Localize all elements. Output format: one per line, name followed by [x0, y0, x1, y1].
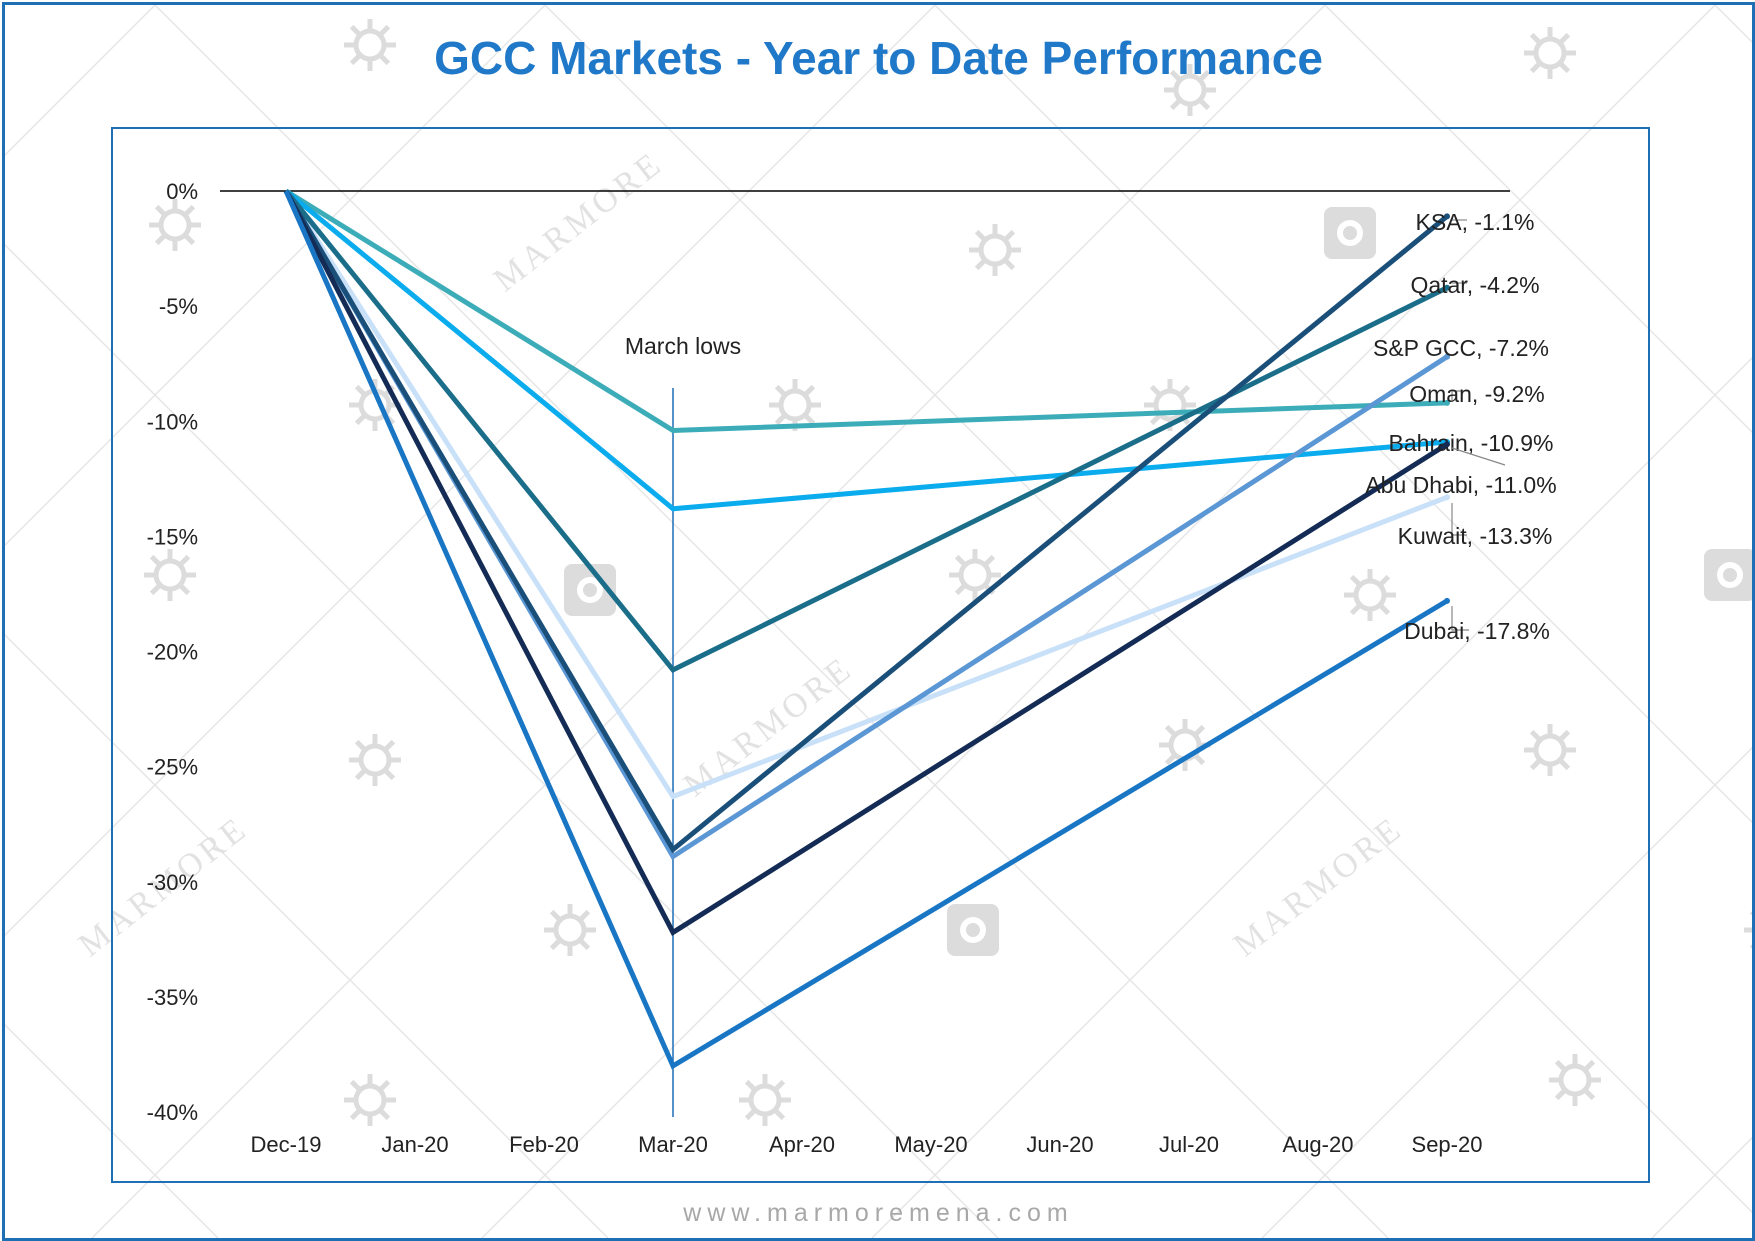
- series-line-abu-dhabi: [283, 189, 1449, 936]
- watermark-gear-icon: [149, 199, 201, 251]
- x-tick-label: Mar-20: [638, 1132, 708, 1157]
- series-end-label: Dubai, -17.8%: [1404, 618, 1550, 644]
- watermark-grid-line: [5, 5, 936, 937]
- watermark-grid-line: [481, 5, 1716, 1238]
- series-line-kuwait: [283, 189, 1448, 800]
- watermark-gear-icon: [344, 1074, 396, 1126]
- watermark-gear-icon: [349, 734, 401, 786]
- watermark-grid-line: [934, 5, 1752, 824]
- x-tick-label: Sep-20: [1412, 1132, 1483, 1157]
- series-end-marker: [1444, 353, 1450, 360]
- march-lows-label: March lows: [625, 333, 741, 359]
- watermark-grid-line: [5, 243, 999, 1238]
- series-end-label: Bahrain, -10.9%: [1389, 430, 1554, 456]
- watermark-grid-line: [5, 5, 546, 547]
- series-end-marker: [1444, 213, 1450, 220]
- watermark-gear-icon: [544, 904, 596, 956]
- x-tick-label: Jul-20: [1159, 1132, 1219, 1157]
- series-end-label: Oman, -9.2%: [1409, 381, 1545, 407]
- watermark-gear-icon: [1164, 64, 1216, 116]
- watermark-gear-icon: [949, 549, 1001, 601]
- y-tick-label: -25%: [147, 755, 198, 780]
- series-line-bahrain: [284, 189, 1448, 512]
- chart-title: GCC Markets - Year to Date Performance: [434, 32, 1323, 84]
- y-tick-label: -20%: [147, 640, 198, 665]
- watermark-lens-icon: [564, 564, 616, 616]
- series-line-oman: [284, 188, 1448, 433]
- plot-area-border: [111, 127, 1650, 1183]
- x-tick-label: Apr-20: [769, 1132, 835, 1157]
- watermark-grid-line: [871, 356, 1752, 1238]
- series-end-marker: [1444, 494, 1450, 501]
- watermark-gear-icon: [1549, 1054, 1601, 1106]
- x-tick-label: Feb-20: [509, 1132, 579, 1157]
- watermark-grid-line: [91, 5, 1326, 1238]
- watermark-lens-icon: [947, 904, 999, 956]
- x-tick-label: Jan-20: [381, 1132, 448, 1157]
- series-end-label: Kuwait, -13.3%: [1398, 523, 1553, 549]
- series-end-marker: [1444, 284, 1450, 291]
- watermark-gear-icon: [969, 224, 1021, 276]
- series-end-marker: [1444, 597, 1450, 604]
- watermark-gear-icon: [144, 549, 196, 601]
- y-tick-label: -15%: [147, 524, 198, 549]
- label-leader-line: [1451, 390, 1469, 400]
- x-tick-label: Aug-20: [1283, 1132, 1354, 1157]
- y-tick-label: -30%: [147, 870, 198, 895]
- y-tick-label: 0%: [166, 179, 198, 204]
- series-end-label: Qatar, -4.2%: [1410, 272, 1539, 298]
- series-end-marker: [1444, 399, 1450, 406]
- watermark-grid-line: [5, 633, 609, 1238]
- footer-url: www.marmoremena.com: [683, 1199, 1074, 1227]
- watermark-gear-icon: [1524, 27, 1576, 79]
- series-line-dubai: [283, 189, 1449, 1070]
- watermark-gear-icon: [344, 19, 396, 71]
- y-tick-label: -5%: [159, 294, 198, 319]
- watermark-gear-icon: [1344, 569, 1396, 621]
- watermark-gear-icon: [1744, 911, 1752, 949]
- y-tick-label: -40%: [147, 1100, 198, 1125]
- watermark-grid-line: [1324, 5, 1752, 434]
- watermark-lens-icon: [1704, 549, 1752, 601]
- watermark-grid-line: [1261, 746, 1752, 1238]
- line-chart: 0% -5% -10% -15% -20% -25% -30% -35% -40% Dec-19 J…: [147, 179, 1557, 1157]
- watermark-grid-line: [5, 1023, 219, 1238]
- label-leader-line: [1451, 447, 1506, 466]
- watermark-gear-icon: [739, 1074, 791, 1126]
- series-end-label: Abu Dhabi, -11.0%: [1365, 472, 1556, 498]
- y-tick-label: -10%: [147, 409, 198, 434]
- y-tick-label: -35%: [147, 985, 198, 1010]
- watermark-lens-icon: [1324, 207, 1376, 259]
- series-end-marker: [1444, 441, 1450, 448]
- label-leader-line: [1451, 503, 1467, 536]
- x-tick-label: Jun-20: [1026, 1132, 1093, 1157]
- x-tick-label: May-20: [894, 1132, 967, 1157]
- series-end-label: S&P GCC, -7.2%: [1373, 335, 1549, 361]
- x-tick-label: Dec-19: [251, 1132, 322, 1157]
- label-leader-line: [1451, 606, 1469, 631]
- watermark-gear-icon: [1524, 724, 1576, 776]
- series-line-ksa: [283, 189, 1449, 854]
- series-end-label: KSA, -1.1%: [1416, 209, 1535, 235]
- series-line-qatar: [284, 189, 1449, 674]
